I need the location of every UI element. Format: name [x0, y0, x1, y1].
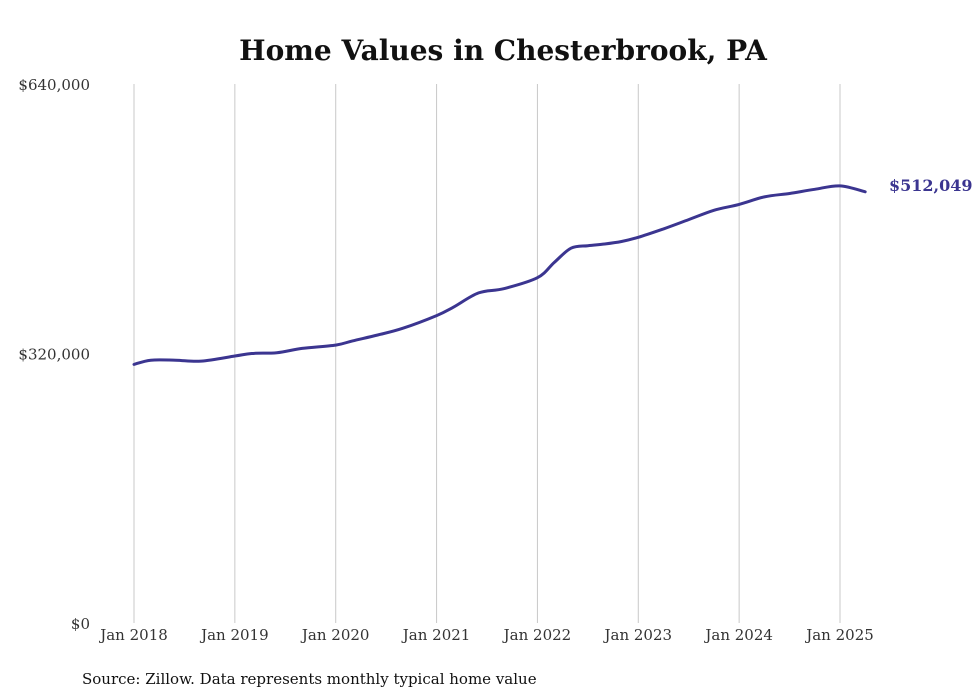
x-tick-label: Jan 2018 [98, 626, 168, 644]
y-tick-label: $320,000 [18, 346, 90, 364]
gridlines [133, 84, 841, 623]
x-axis-ticks: Jan 2018 Jan 2019 Jan 2020 Jan 2021 Jan 2022… [98, 626, 874, 644]
last-value-label: $512,049 [889, 176, 973, 195]
x-tick-label: Jan 2019 [199, 626, 269, 644]
series-line-0 [132, 184, 867, 366]
source-note: Source: Zillow. Data represents monthly … [82, 670, 537, 688]
x-tick-label: Jan 2024 [703, 626, 773, 644]
x-tick-label: Jan 2020 [300, 626, 370, 644]
x-tick-label: Jan 2023 [603, 626, 673, 644]
x-tick-label: Jan 2025 [804, 626, 874, 644]
series-layer [132, 184, 867, 366]
y-tick-label: $640,000 [18, 76, 90, 94]
chart-title: Home Values in Chesterbrook, PA [239, 34, 768, 67]
y-tick-label: $0 [71, 615, 90, 633]
x-tick-label: Jan 2022 [502, 626, 572, 644]
y-axis-ticks: $0 $320,000 $640,000 [18, 76, 90, 633]
x-tick-label: Jan 2021 [401, 626, 471, 644]
